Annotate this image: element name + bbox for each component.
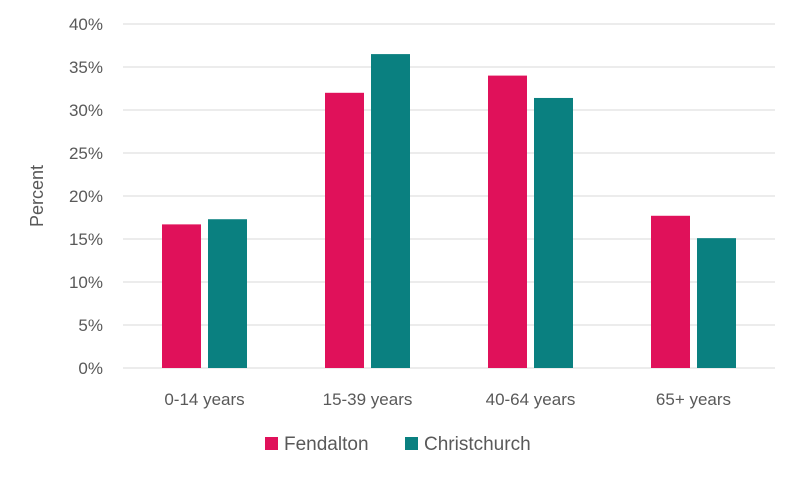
- bar-fendalton-4: [651, 215, 690, 368]
- bars: [162, 54, 736, 369]
- y-tick-label: 35%: [69, 58, 103, 77]
- legend-label-christchurch: Christchurch: [424, 434, 531, 455]
- bar-fendalton-3: [488, 75, 527, 368]
- y-tick-label: 10%: [69, 273, 103, 292]
- x-tick-label: 65+ years: [656, 390, 731, 409]
- bar-christchurch-2: [371, 54, 410, 368]
- bar-christchurch-3: [534, 97, 573, 369]
- y-tick-label: 5%: [78, 316, 103, 335]
- x-axis-ticks: 0-14 years 15-39 years 40-64 years 65+ year…: [164, 390, 731, 409]
- bar-christchurch-4: [697, 238, 736, 368]
- legend-label-fendalton: Fendalton: [284, 434, 369, 455]
- bar-fendalton-1: [162, 224, 201, 368]
- x-tick-label: 15-39 years: [323, 390, 413, 409]
- y-tick-label: 25%: [69, 144, 103, 163]
- y-tick-label: 15%: [69, 230, 103, 249]
- y-tick-label: 20%: [69, 187, 103, 206]
- bar-fendalton-2: [325, 92, 364, 369]
- x-tick-label: 40-64 years: [486, 390, 576, 409]
- y-tick-label: 0%: [78, 359, 103, 378]
- x-tick-label: 0-14 years: [164, 390, 244, 409]
- y-axis-ticks: 0% 5% 10% 15% 20% 25% 30% 35% 40%: [69, 15, 103, 378]
- legend-swatch-christchurch: [405, 437, 418, 450]
- bar-christchurch-1: [208, 219, 247, 368]
- y-axis-title: Percent: [27, 165, 47, 227]
- y-tick-label: 30%: [69, 101, 103, 120]
- y-tick-label: 40%: [69, 15, 103, 34]
- legend: Fendalton Christchurch: [265, 434, 531, 455]
- legend-swatch-fendalton: [265, 437, 278, 450]
